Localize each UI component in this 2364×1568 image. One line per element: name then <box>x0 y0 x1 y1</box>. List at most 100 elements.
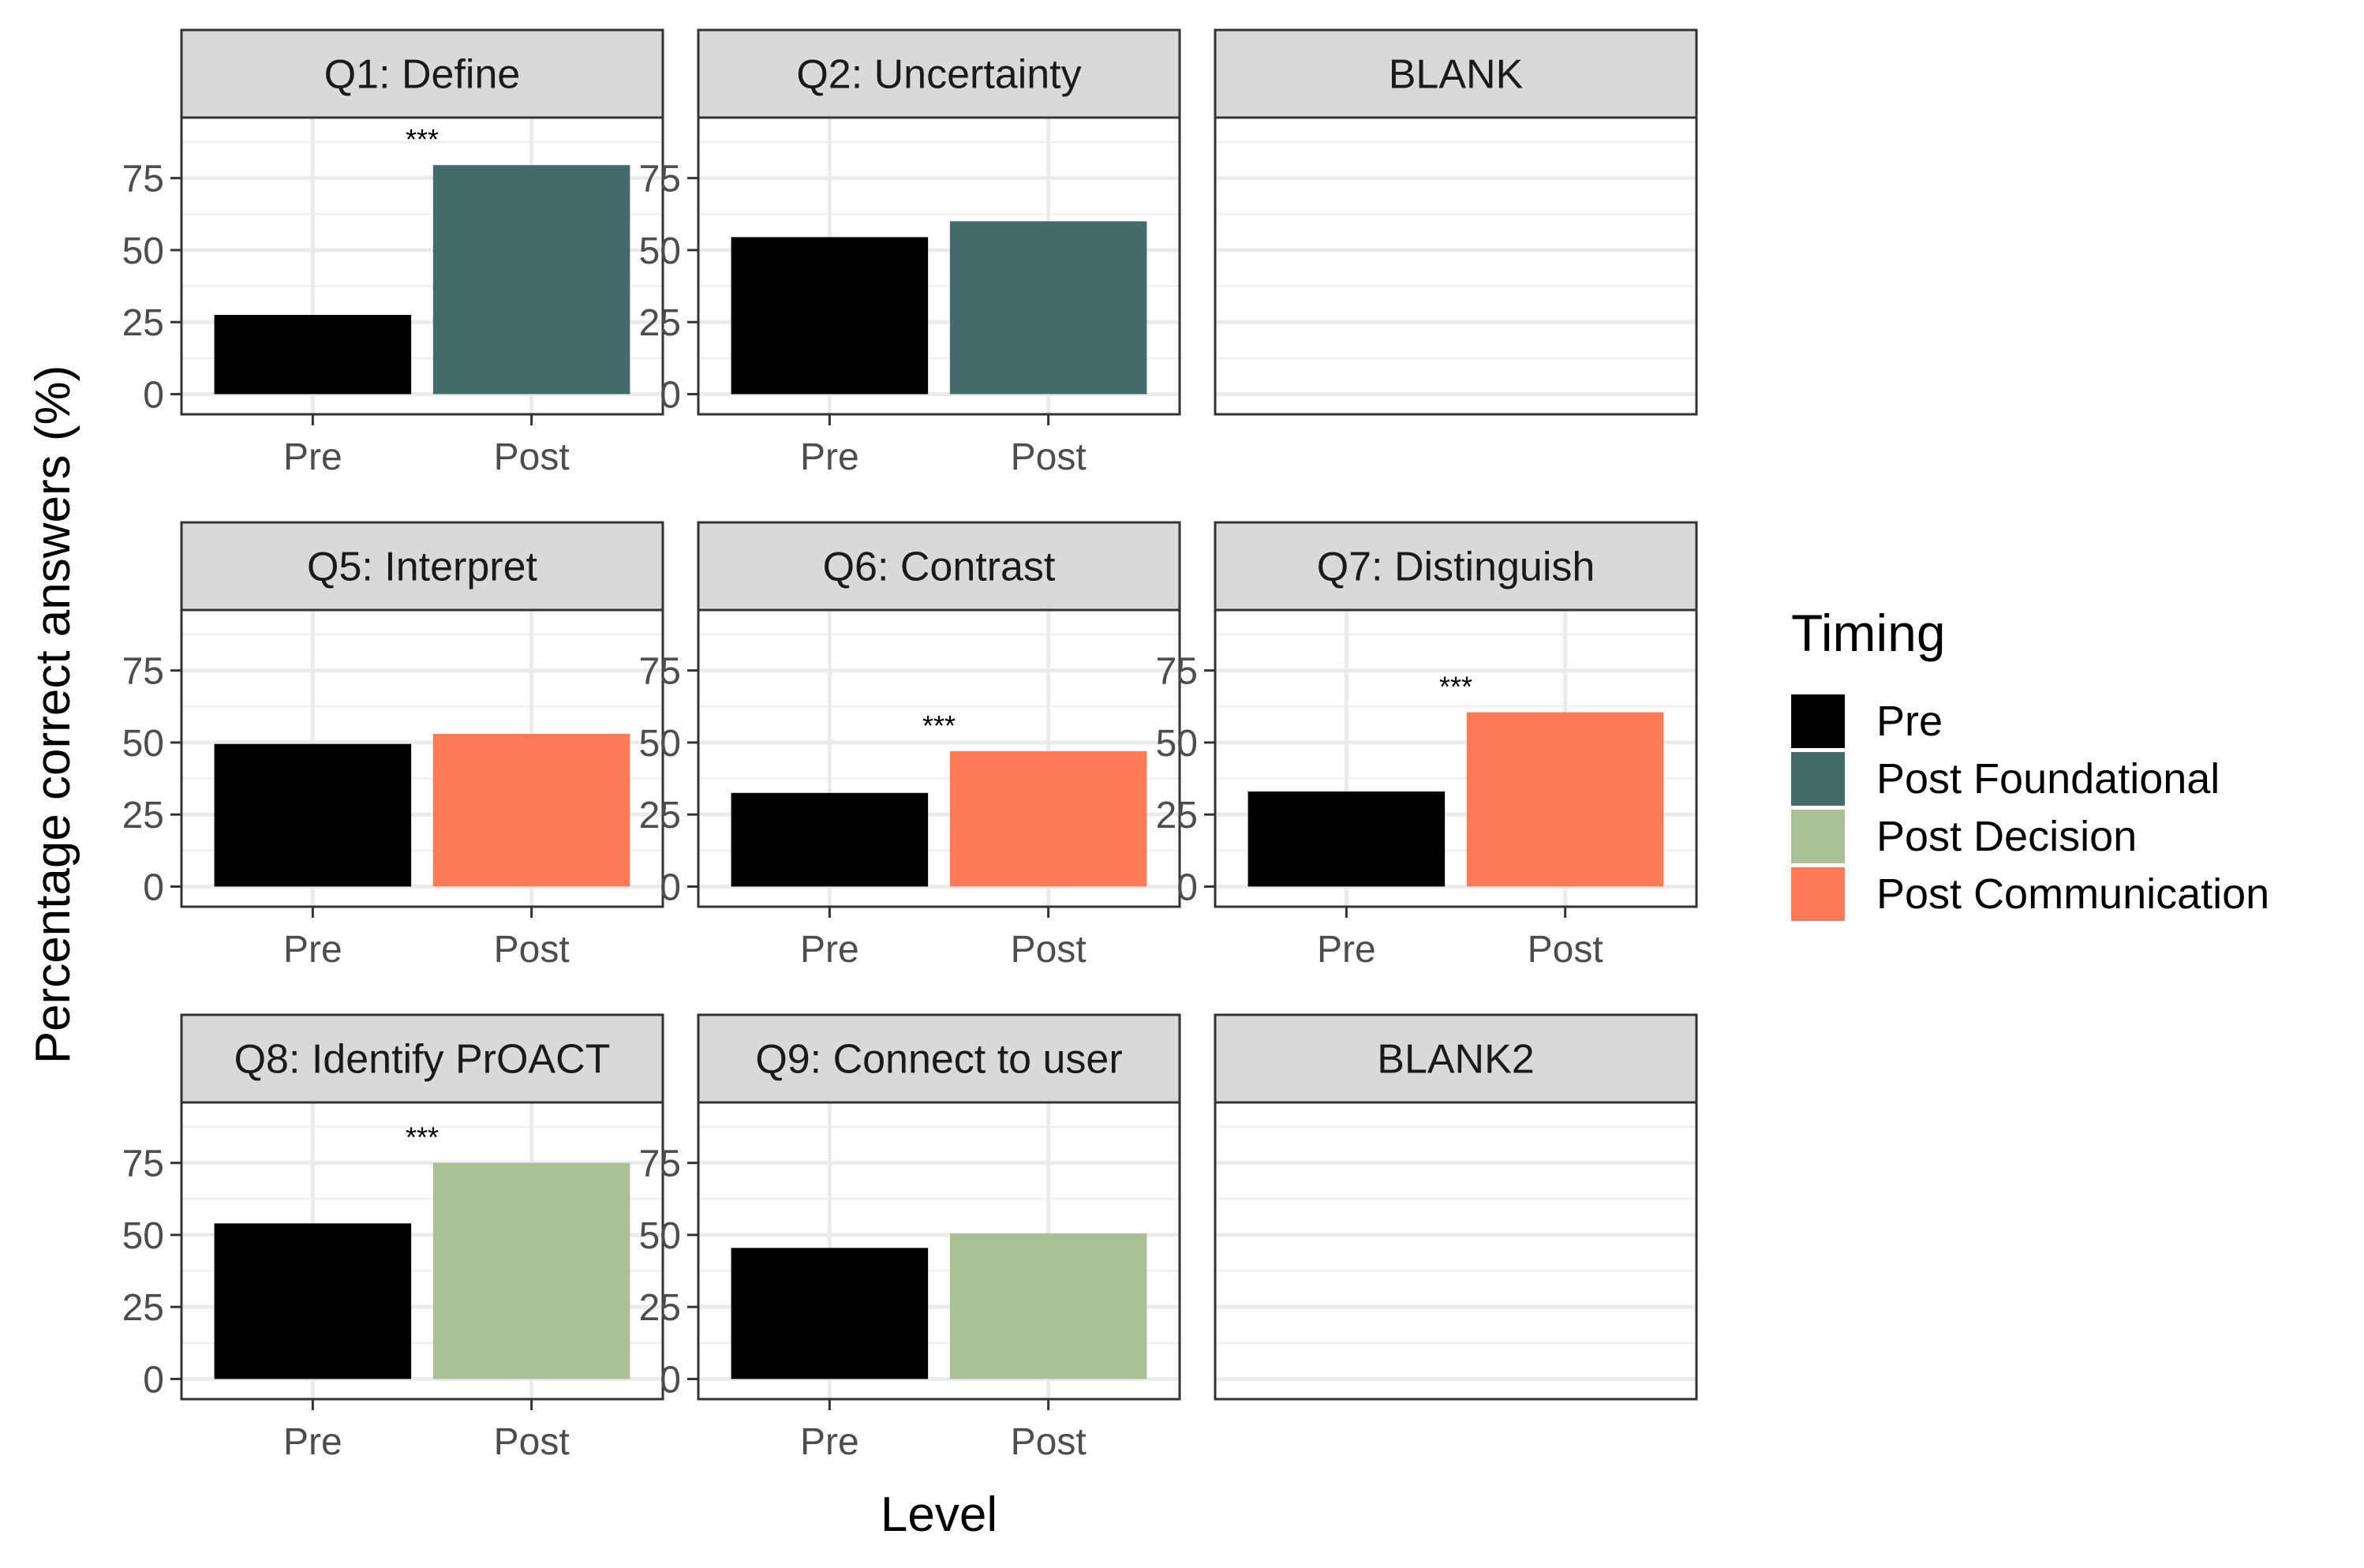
y-tick-label: 75 <box>639 1143 681 1185</box>
y-tick-label: 25 <box>122 1287 164 1329</box>
y-tick-label: 75 <box>122 159 164 200</box>
facet-strip <box>1214 1013 1698 1104</box>
facet-panel-2: Q2: Uncertainty 0 25 50 75 Pre Post <box>639 28 1181 478</box>
facet-title: Q5: Interpret <box>307 544 537 590</box>
significance-label: *** <box>406 123 439 155</box>
facet-strip <box>180 1013 664 1104</box>
y-tick-label: 75 <box>639 651 681 693</box>
bar-pre <box>214 743 412 887</box>
legend-label: Pre <box>1876 698 1943 745</box>
facet-panel-8: Q9: Connect to user 0 25 50 75 Pre Post <box>639 1013 1181 1463</box>
x-tick-label: Post <box>1011 929 1087 971</box>
y-tick-label: 0 <box>660 1359 681 1401</box>
x-tick-label: Pre <box>800 929 859 971</box>
panel-background <box>1215 118 1696 414</box>
legend-swatch <box>1791 810 1845 863</box>
facet-panel-5: *** Q6: Contrast 0 25 50 75 Pre Post <box>639 521 1181 971</box>
bar-post <box>1466 712 1664 887</box>
facet-panel-9: BLANK2 <box>1214 1013 1698 1401</box>
facet-panel-1: *** Q1: Define 0 25 50 75 Pre Post <box>122 28 664 478</box>
facet-strip <box>180 28 664 119</box>
facet-strip <box>697 28 1181 119</box>
y-tick-label: 0 <box>1176 866 1198 908</box>
facet-panel-3: BLANK <box>1214 28 1698 416</box>
facet-title: Q9: Connect to user <box>755 1037 1122 1083</box>
x-tick-label: Pre <box>1317 929 1376 971</box>
y-tick-label: 25 <box>639 795 681 836</box>
y-tick-label: 50 <box>639 230 681 272</box>
y-tick-label: 25 <box>639 302 681 344</box>
legend-label: Post Decision <box>1876 813 2137 860</box>
significance-label: *** <box>922 709 956 742</box>
x-tick-label: Pre <box>283 436 342 478</box>
bar-post <box>432 733 630 887</box>
y-tick-label: 0 <box>660 374 681 416</box>
bar-pre <box>1247 791 1446 887</box>
y-tick-label: 50 <box>639 723 681 765</box>
bar-pre <box>731 237 929 395</box>
panel-background <box>1215 1102 1696 1399</box>
facet-title: BLANK2 <box>1377 1037 1534 1083</box>
y-tick-label: 25 <box>1156 795 1198 836</box>
x-tick-label: Post <box>1011 436 1087 478</box>
y-tick-label: 0 <box>660 866 681 908</box>
legend-swatch <box>1791 694 1845 748</box>
facet-title: BLANK <box>1389 52 1524 98</box>
x-tick-label: Post <box>494 436 570 478</box>
legend-swatch <box>1791 867 1845 921</box>
legend-title: Timing <box>1791 604 1946 662</box>
facet-strip <box>697 1013 1181 1104</box>
facet-strip <box>180 521 664 612</box>
y-tick-label: 75 <box>639 159 681 200</box>
x-tick-label: Pre <box>800 1421 859 1463</box>
y-tick-label: 25 <box>122 795 164 836</box>
facet-panel-6: *** Q7: Distinguish 0 25 50 75 Pre Post <box>1156 521 1698 971</box>
y-tick-label: 0 <box>143 1359 164 1401</box>
bar-post <box>949 1233 1147 1379</box>
facet-panel-4: Q5: Interpret 0 25 50 75 Pre Post <box>122 521 664 971</box>
facet-panel-7: *** Q8: Identify PrOACT 0 25 50 75 Pre Post <box>122 1013 664 1463</box>
x-axis-title: Level <box>881 1488 997 1542</box>
y-tick-label: 50 <box>639 1215 681 1257</box>
x-tick-label: Pre <box>800 436 859 478</box>
legend: Timing Pre Post Foundational Post Decision P… <box>1791 604 2269 921</box>
x-tick-label: Pre <box>283 929 342 971</box>
x-tick-label: Post <box>1528 929 1603 971</box>
bar-pre <box>731 1248 929 1379</box>
y-tick-label: 50 <box>1156 723 1198 765</box>
y-tick-label: 50 <box>122 1215 164 1257</box>
y-tick-label: 50 <box>122 230 164 272</box>
significance-label: *** <box>406 1121 439 1154</box>
y-tick-label: 25 <box>639 1287 681 1329</box>
x-tick-label: Post <box>1011 1421 1087 1463</box>
facet-strip <box>697 521 1181 612</box>
y-tick-label: 0 <box>143 374 164 416</box>
y-tick-label: 75 <box>1156 651 1198 693</box>
bar-post <box>432 165 630 395</box>
significance-label: *** <box>1439 671 1472 703</box>
y-tick-label: 50 <box>122 723 164 765</box>
x-tick-label: Post <box>494 929 570 971</box>
bar-post <box>949 221 1147 395</box>
x-tick-label: Post <box>494 1421 570 1463</box>
facet-title: Q1: Define <box>324 52 521 98</box>
legend-label: Post Communication <box>1876 870 2269 918</box>
facet-title: Q8: Identify PrOACT <box>234 1037 611 1083</box>
bar-pre <box>731 792 929 887</box>
x-tick-label: Pre <box>283 1421 342 1463</box>
bar-pre <box>214 1223 412 1379</box>
bar-pre <box>214 315 412 395</box>
y-tick-label: 0 <box>143 866 164 908</box>
y-tick-label: 25 <box>122 302 164 344</box>
facet-title: Q2: Uncertainty <box>796 52 1081 98</box>
y-tick-label: 75 <box>122 1143 164 1185</box>
legend-swatch <box>1791 752 1845 806</box>
bar-post <box>949 750 1147 887</box>
y-tick-label: 75 <box>122 651 164 693</box>
facet-title: Q6: Contrast <box>823 544 1056 590</box>
facet-strip <box>1214 521 1698 612</box>
facet-title: Q7: Distinguish <box>1317 544 1595 590</box>
facet-strip <box>1214 28 1698 119</box>
y-axis-title: Percentage correct answers (%) <box>26 365 80 1065</box>
